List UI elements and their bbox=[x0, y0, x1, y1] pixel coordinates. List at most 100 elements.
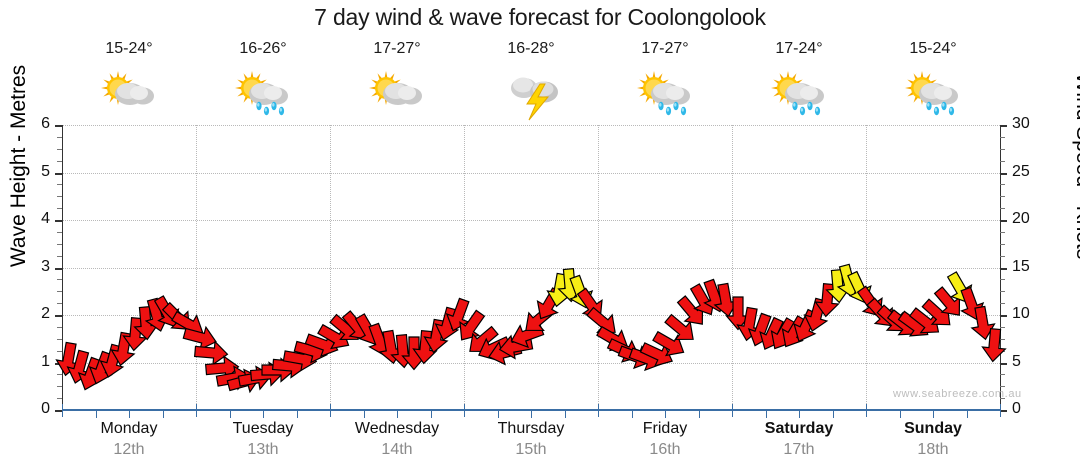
right-axis-minor-tick bbox=[1000, 160, 1005, 162]
x-axis-minor-tick bbox=[698, 411, 700, 418]
right-axis-tick-label: 30 bbox=[1012, 115, 1030, 132]
right-axis-tick-label: 0 bbox=[1012, 400, 1021, 417]
left-axis-tick bbox=[55, 267, 62, 270]
left-axis-minor-tick bbox=[57, 136, 62, 138]
x-axis-minor-tick bbox=[263, 411, 264, 418]
right-axis-tick bbox=[1000, 172, 1007, 175]
x-axis-minor-tick bbox=[95, 411, 97, 418]
left-axis-tick bbox=[55, 125, 62, 127]
temperature-range: 15-24° bbox=[909, 40, 957, 57]
right-axis-label: Wind Speed - Knots bbox=[1072, 72, 1080, 260]
day-name: Tuesday bbox=[232, 420, 294, 437]
right-axis-tick bbox=[1000, 125, 1007, 127]
gridline-horizontal bbox=[62, 125, 1000, 126]
thunderstorm-icon bbox=[493, 62, 569, 124]
left-axis-tick bbox=[55, 220, 62, 222]
temperature-range: 17-27° bbox=[373, 40, 421, 57]
x-axis-minor-tick bbox=[296, 411, 298, 418]
x-axis-day-tick bbox=[866, 404, 867, 417]
right-axis-minor-tick bbox=[1000, 326, 1005, 328]
gridline-vertical bbox=[196, 125, 197, 410]
day-label: Saturday 17th bbox=[724, 418, 874, 460]
sun-cloud-icon bbox=[359, 62, 435, 124]
right-axis-minor-tick bbox=[1000, 231, 1005, 233]
day-name: Monday bbox=[100, 420, 158, 437]
sun-cloud-rain-icon bbox=[895, 62, 971, 124]
left-axis-minor-tick bbox=[57, 208, 62, 210]
right-axis-minor-tick bbox=[1000, 398, 1005, 400]
day-name: Thursday bbox=[497, 420, 565, 437]
day-date: 15th bbox=[515, 441, 547, 458]
x-axis-minor-tick bbox=[229, 411, 231, 418]
x-axis-day-tick bbox=[1000, 404, 1001, 417]
day-date: 14th bbox=[381, 441, 413, 458]
x-axis-day-tick bbox=[464, 404, 465, 417]
left-axis-minor-tick bbox=[57, 291, 62, 293]
left-axis-tick bbox=[55, 172, 62, 175]
temperature-range: 16-28° bbox=[507, 40, 555, 57]
right-axis-minor-tick bbox=[1000, 338, 1005, 340]
day-name: Saturday bbox=[764, 420, 834, 437]
right-axis-tick-label: 25 bbox=[1012, 162, 1030, 180]
x-axis-minor-tick bbox=[129, 411, 130, 418]
sun-cloud-rain-icon bbox=[627, 62, 703, 124]
gridline-vertical bbox=[732, 125, 733, 410]
day-label-row: Monday 12th Tuesday 13th Wednesday 14th Thursd… bbox=[0, 418, 1080, 468]
right-axis-minor-tick bbox=[1000, 303, 1005, 305]
page-title: 7 day wind & wave forecast for Coolongol… bbox=[314, 4, 766, 30]
day-label: Monday 12th bbox=[54, 418, 204, 460]
x-axis-minor-tick bbox=[899, 411, 901, 418]
gridline-vertical bbox=[598, 125, 599, 410]
left-axis-tick-label: 5 bbox=[41, 162, 50, 180]
right-axis-tick-label: 20 bbox=[1012, 210, 1030, 227]
day-label: Sunday 18th bbox=[858, 418, 1008, 460]
right-axis-minor-tick bbox=[1000, 291, 1005, 293]
gridline-horizontal bbox=[62, 172, 1000, 174]
right-axis-tick-label: 15 bbox=[1012, 257, 1030, 275]
watermark: www.seabreeze.com.au bbox=[893, 388, 1022, 400]
gridline-horizontal bbox=[62, 362, 1000, 364]
left-axis-minor-tick bbox=[57, 374, 62, 376]
temperature-range: 17-24° bbox=[775, 40, 823, 57]
left-axis bbox=[62, 125, 63, 410]
right-axis-minor-tick bbox=[1000, 196, 1005, 198]
sun-cloud-icon bbox=[91, 62, 167, 124]
left-axis-minor-tick bbox=[57, 184, 62, 186]
left-axis-tick-label: 6 bbox=[41, 115, 50, 132]
left-axis-minor-tick bbox=[57, 398, 62, 400]
right-axis-minor-tick bbox=[1000, 208, 1005, 210]
left-axis-minor-tick bbox=[57, 231, 62, 233]
right-axis-tick bbox=[1000, 362, 1007, 365]
day-label: Wednesday 14th bbox=[322, 418, 472, 460]
x-axis-minor-tick bbox=[832, 411, 834, 418]
temperature-range: 15-24° bbox=[105, 40, 153, 57]
day-name: Sunday bbox=[904, 420, 962, 437]
x-axis-day-tick bbox=[598, 404, 599, 417]
sun-cloud-rain-icon bbox=[225, 62, 301, 124]
x-axis-minor-tick bbox=[631, 411, 633, 418]
x-axis-day-tick bbox=[330, 404, 331, 417]
x-axis-day-tick bbox=[196, 404, 197, 417]
day-label: Tuesday 13th bbox=[188, 418, 338, 460]
left-axis-minor-tick bbox=[57, 338, 62, 340]
day-date: 18th bbox=[917, 441, 949, 458]
x-axis-minor-tick bbox=[397, 411, 398, 418]
x-axis-minor-tick bbox=[933, 411, 934, 418]
right-axis-tick bbox=[1000, 410, 1007, 412]
left-axis-minor-tick bbox=[57, 243, 62, 245]
gridline-vertical bbox=[866, 125, 867, 410]
left-axis-tick bbox=[55, 315, 62, 317]
day-date: 13th bbox=[247, 441, 279, 458]
left-axis-tick-label: 4 bbox=[41, 210, 50, 227]
gridline-horizontal bbox=[62, 267, 1000, 269]
right-axis-minor-tick bbox=[1000, 184, 1005, 186]
x-axis-minor-tick bbox=[363, 411, 365, 418]
right-axis-minor-tick bbox=[1000, 136, 1005, 138]
temperature-row: 15-24° 16-26° 17-27° 16-28° 17-27° 17-24° 15-2… bbox=[0, 40, 1080, 64]
x-axis-day-tick bbox=[732, 404, 733, 417]
x-axis-minor-tick bbox=[430, 411, 432, 418]
left-axis-tick-label: 3 bbox=[41, 257, 50, 275]
x-axis-minor-tick bbox=[497, 411, 499, 418]
right-axis-minor-tick bbox=[1000, 386, 1005, 388]
